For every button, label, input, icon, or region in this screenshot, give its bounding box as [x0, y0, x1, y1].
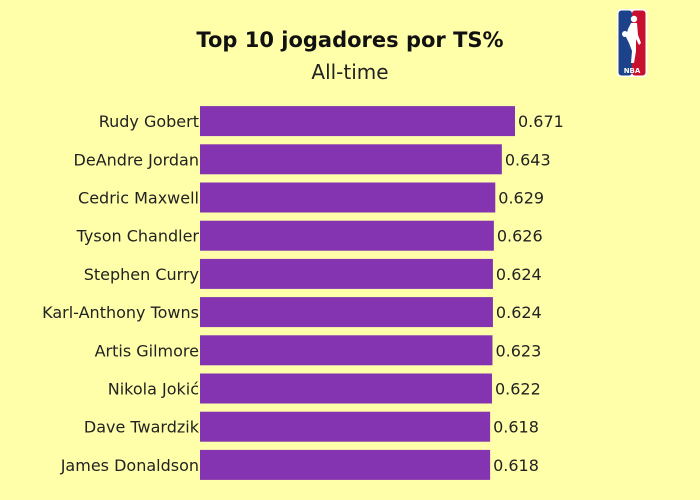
nba-logo-text: NBA [624, 67, 641, 75]
bar [200, 144, 502, 175]
bar [200, 449, 491, 480]
bar [200, 106, 515, 137]
category-label: Dave Twardzik [84, 418, 200, 437]
category-label: Stephen Curry [84, 265, 199, 284]
category-label: DeAndre Jordan [74, 150, 199, 169]
value-label: 0.624 [496, 265, 542, 284]
chart-title: Top 10 jogadores por TS% [196, 28, 504, 52]
nba-logo-icon: NBA [617, 9, 647, 77]
value-label: 0.629 [498, 189, 544, 208]
category-label: Artis Gilmore [95, 341, 199, 360]
category-label: Nikola Jokić [108, 380, 199, 399]
value-label: 0.623 [495, 341, 541, 360]
value-label: 0.618 [493, 418, 539, 437]
value-label: 0.671 [518, 112, 564, 131]
category-label: Tyson Chandler [76, 227, 200, 246]
bar [200, 297, 493, 328]
bar [200, 335, 493, 366]
bar [200, 258, 493, 289]
value-label: 0.618 [493, 456, 539, 475]
bar [200, 182, 496, 213]
value-label: 0.626 [497, 227, 543, 246]
value-label: 0.622 [495, 380, 541, 399]
chart-subtitle: All-time [311, 60, 389, 84]
bar [200, 373, 492, 404]
bar [200, 411, 491, 442]
value-label: 0.624 [496, 303, 542, 322]
category-label: James Donaldson [60, 456, 199, 475]
category-label: Rudy Gobert [99, 112, 199, 131]
value-label: 0.643 [505, 150, 551, 169]
category-label: Karl-Anthony Towns [42, 303, 199, 322]
bar [200, 220, 494, 251]
category-label: Cedric Maxwell [78, 189, 199, 208]
